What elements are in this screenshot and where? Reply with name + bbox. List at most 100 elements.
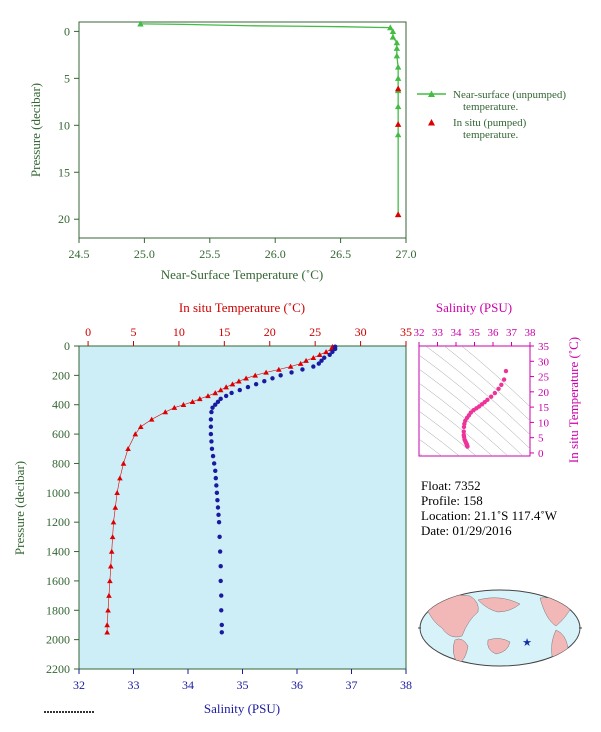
- ts-salinity-tick-label: 32: [414, 327, 425, 339]
- salinity-point: [270, 376, 275, 381]
- temp-tick-label: 30: [355, 325, 367, 339]
- in-situ-point: [394, 85, 402, 92]
- legend-marker-unpumped: [428, 90, 435, 97]
- temp-tick-label: 10: [173, 325, 185, 339]
- pressure-tick-label: 1000: [46, 486, 70, 500]
- temperature-point: [276, 366, 282, 372]
- ts-top-x-label: Salinity (PSU): [436, 300, 512, 315]
- salinity-point: [219, 630, 224, 635]
- temperature-point: [180, 401, 187, 407]
- info-location: Location: 21.1˚S 117.4˚W: [421, 508, 558, 523]
- salinity-point: [208, 431, 214, 437]
- ts-panel: 32 33 34 35 36 37 38 0 5 10 15 20 25 30 35 Salinity (P…: [414, 300, 582, 463]
- salinity-point: [213, 402, 218, 407]
- ts-point: [492, 390, 498, 396]
- pressure-tick-label: 1200: [46, 515, 70, 529]
- temperature-point: [125, 445, 131, 452]
- temperature-point: [323, 349, 329, 355]
- salinity-point: [210, 405, 215, 410]
- salinity-point: [216, 512, 221, 518]
- density-contour: [419, 438, 443, 456]
- salinity-point: [208, 417, 214, 422]
- temperature-point: [303, 357, 309, 363]
- temperature-point: [104, 622, 110, 628]
- near-surface-point: [394, 103, 402, 110]
- profile-y-label: Pressure (decibar): [12, 461, 27, 555]
- density-contour: [425, 346, 530, 435]
- salinity-point: [218, 578, 223, 584]
- temperature-point: [197, 396, 203, 402]
- near-surface-x-label: Near-Surface Temperature (˚C): [161, 267, 323, 282]
- temperature-point: [148, 416, 155, 422]
- ts-salinity-tick-label: 34: [451, 327, 463, 339]
- temp-tick-label: 20: [264, 325, 276, 339]
- ts-temp-tick-label: 35: [538, 341, 550, 353]
- y-tick-label: 5: [64, 71, 70, 85]
- ts-ticks: 32 33 34 35 36 37 38 0 5 10 15 20 25 30 35: [414, 327, 550, 460]
- temperature-point: [110, 519, 117, 525]
- temperature-point: [223, 384, 229, 390]
- temperature-point: [107, 563, 114, 569]
- ts-salinity-tick-label: 33: [432, 327, 444, 339]
- salinity-point: [278, 373, 283, 378]
- salinity-tick-label: 32: [73, 678, 85, 692]
- temperature-point: [310, 354, 317, 360]
- pressure-tick-label: 600: [52, 427, 70, 441]
- ts-point: [503, 368, 509, 374]
- pressure-tick-label: 1800: [46, 603, 70, 617]
- salinity-tick-label: 36: [291, 678, 303, 692]
- density-contour: [419, 396, 493, 456]
- y-tick-label: 15: [58, 165, 70, 179]
- profile-bottom-x-label: Salinity (PSU): [204, 701, 280, 716]
- legend-marker-pumped: [428, 119, 435, 126]
- salinity-tick-label: 33: [128, 678, 140, 692]
- y-tick-label: 0: [64, 24, 70, 38]
- profile-top-x-label: In situ Temperature (˚C): [179, 300, 305, 315]
- temperature-point: [252, 372, 259, 378]
- density-contour: [419, 354, 530, 449]
- ts-point: [496, 386, 501, 391]
- salinity-tick-label: 35: [237, 678, 249, 692]
- temperature-point: [171, 404, 178, 410]
- pressure-tick-label: 800: [52, 456, 70, 470]
- x-tick-label: 27.0: [396, 247, 417, 261]
- density-contour: [419, 410, 477, 456]
- locator-map: ★: [418, 589, 582, 667]
- temp-tick-label: 25: [309, 325, 321, 339]
- temperature-point: [137, 423, 144, 429]
- temperature-point: [263, 369, 269, 375]
- temperature-point: [106, 592, 112, 598]
- pressure-tick-label: 2200: [46, 662, 70, 676]
- salinity-point: [216, 519, 222, 525]
- salinity-point: [209, 446, 215, 451]
- ts-right-y-label: In situ Temperature (˚C): [566, 337, 581, 463]
- legend-pumped-line2: temperature.: [463, 129, 519, 141]
- info-profile: Profile: 158: [421, 493, 483, 508]
- temperature-point: [316, 352, 323, 358]
- temperature-point: [243, 375, 249, 381]
- temperature-point: [297, 360, 304, 366]
- near-surface-point: [389, 28, 397, 34]
- profile-series: [104, 343, 338, 635]
- near-surface-point: [393, 52, 401, 59]
- info-float: Float: 7352: [421, 478, 481, 493]
- salinity-point: [219, 593, 224, 598]
- salinity-point: [213, 468, 218, 473]
- salinity-point: [217, 549, 223, 554]
- temperature-point: [120, 460, 127, 466]
- salinity-point: [218, 564, 223, 569]
- salinity-point: [229, 390, 234, 396]
- salinity-point: [327, 352, 332, 358]
- profile-frame: [78, 345, 407, 670]
- temperature-point: [132, 431, 139, 437]
- salinity-tick-label: 38: [400, 678, 412, 692]
- temp-tick-label: 15: [218, 325, 230, 339]
- y-tick-label: 10: [58, 118, 70, 132]
- temperature-point: [212, 390, 219, 396]
- near-surface-point: [393, 39, 401, 46]
- near-surface-point: [394, 131, 402, 138]
- ts-frame: [418, 345, 531, 457]
- y-tick-label: 20: [58, 212, 70, 226]
- salinity-point: [218, 396, 223, 402]
- temperature-point: [217, 387, 224, 393]
